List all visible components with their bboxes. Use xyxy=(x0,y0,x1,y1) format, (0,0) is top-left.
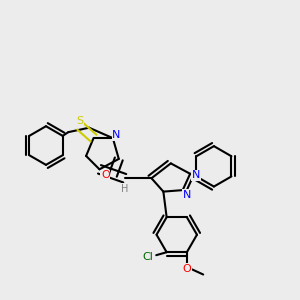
Text: N: N xyxy=(183,190,191,200)
Text: O: O xyxy=(101,170,110,180)
Text: N: N xyxy=(112,130,121,140)
Text: Cl: Cl xyxy=(142,252,153,262)
Text: S: S xyxy=(76,116,84,126)
Text: N: N xyxy=(192,170,200,180)
Text: O: O xyxy=(182,264,191,274)
Text: H: H xyxy=(121,184,128,194)
